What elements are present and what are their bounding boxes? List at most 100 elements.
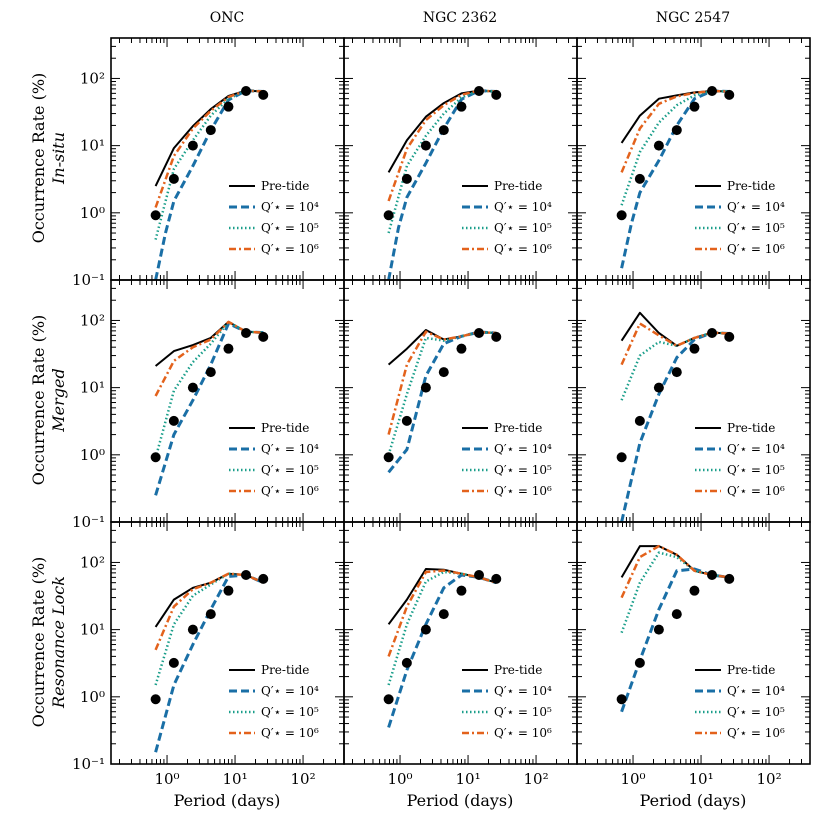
observed-point — [491, 331, 502, 342]
series-q6-line — [154, 89, 264, 208]
y-tick-label: 10² — [80, 311, 105, 329]
observed-point — [438, 609, 449, 620]
observed-point — [241, 328, 252, 339]
observed-point — [168, 657, 179, 668]
observed-point — [653, 624, 664, 635]
y-tick-label: 10⁰ — [80, 204, 105, 222]
observed-point — [420, 382, 431, 393]
panel-series — [616, 86, 735, 269]
series-q6-line — [620, 89, 730, 173]
panel-r2-c0: 10⁻¹ 10⁰ 10¹ 10² 10⁰ 10¹ 10² Pre-tide Q′⋆ = 10⁴ Q… — [72, 521, 345, 788]
legend-label-q6: Q′⋆ = 10⁶ — [494, 726, 552, 740]
x-tick-label: 10² — [523, 770, 548, 788]
series-q5-line — [620, 551, 730, 634]
observed-point — [634, 415, 645, 426]
observed-point — [258, 573, 269, 584]
legend-label-pretide: Pre-tide — [261, 421, 309, 435]
observed-point — [205, 609, 216, 620]
x-axis-label-ngc2362: Period (days) — [407, 791, 514, 810]
panel-series — [150, 86, 269, 280]
legend-label-q6: Q′⋆ = 10⁶ — [261, 484, 319, 498]
observed-point — [724, 89, 735, 100]
x-axis-label-onc: Period (days) — [174, 791, 281, 810]
panel-series — [150, 320, 269, 496]
panel-frame — [576, 521, 811, 765]
panel-series — [383, 328, 502, 474]
observed-point — [456, 585, 467, 596]
series-q5-line — [620, 331, 730, 401]
legend-label-q5: Q′⋆ = 10⁵ — [494, 705, 552, 719]
observed-point — [474, 328, 485, 339]
x-tick-label: 10⁰ — [154, 770, 179, 788]
legend-label-q4: Q′⋆ = 10⁴ — [727, 442, 785, 456]
panel-series — [150, 570, 269, 753]
observed-point — [383, 210, 394, 221]
observed-point — [634, 173, 645, 184]
series-q4-line — [154, 89, 264, 280]
panel-series — [616, 544, 735, 713]
legend-label-q5: Q′⋆ = 10⁵ — [261, 221, 319, 235]
observed-point — [258, 89, 269, 100]
panel-r1-c0: 10⁻¹ 10⁰ 10¹ 10² Pre-tide Q′⋆ = 10⁴ Q′⋆ = 10⁵ Q… — [72, 279, 345, 531]
y-tick-label: 10² — [80, 69, 105, 87]
observed-point — [689, 101, 700, 112]
series-q5-line — [154, 572, 264, 686]
legend-label-q4: Q′⋆ = 10⁴ — [494, 442, 552, 456]
y-tick-label: 10² — [80, 553, 105, 571]
legend-label-q5: Q′⋆ = 10⁵ — [494, 463, 552, 477]
observed-point — [724, 331, 735, 342]
x-tick-label: 10⁰ — [387, 770, 412, 788]
legend-label-q4: Q′⋆ = 10⁴ — [494, 684, 552, 698]
observed-point — [491, 89, 502, 100]
x-tick-label: 10¹ — [222, 770, 247, 788]
y-tick-label: 10¹ — [80, 137, 105, 155]
observed-point — [707, 86, 718, 97]
observed-point — [671, 125, 682, 136]
row-labels: Occurrence Rate (%) In-situ Occurrence R… — [29, 73, 68, 728]
observed-point — [150, 210, 161, 221]
panel-r2-c2: 10⁰ 10¹ 10² Pre-tide Q′⋆ = 10⁴ Q′⋆ = 10⁵ Q′⋆ =… — [576, 521, 811, 788]
legend-label-q6: Q′⋆ = 10⁶ — [727, 484, 785, 498]
legend-label-q4: Q′⋆ = 10⁴ — [261, 684, 319, 698]
observed-point — [383, 694, 394, 705]
panel-series — [383, 86, 502, 280]
observed-point — [383, 452, 394, 463]
x-axis-labels: Period (days) Period (days) Period (days… — [174, 791, 747, 810]
observed-point — [187, 624, 198, 635]
observed-point — [187, 382, 198, 393]
legend-label-q5: Q′⋆ = 10⁵ — [261, 463, 319, 477]
series-q4-line — [387, 330, 497, 474]
series-q6-line — [154, 572, 264, 651]
row-sublabel-merged: Merged — [49, 368, 68, 432]
legend-label-pretide: Pre-tide — [494, 663, 542, 677]
series-q6-line — [620, 544, 730, 599]
observed-point — [653, 382, 664, 393]
panel-r0-c1: Pre-tide Q′⋆ = 10⁴ Q′⋆ = 10⁵ Q′⋆ = 10⁶ — [343, 37, 578, 281]
series-q4-line — [154, 322, 264, 496]
y-tick-label: 10⁰ — [80, 446, 105, 464]
x-tick-label: 10² — [290, 770, 315, 788]
observed-point — [168, 173, 179, 184]
panel-series — [383, 568, 502, 728]
observed-point — [401, 415, 412, 426]
observed-point — [168, 415, 179, 426]
legend-label-q5: Q′⋆ = 10⁵ — [261, 705, 319, 719]
observed-point — [616, 210, 627, 221]
observed-point — [689, 585, 700, 596]
observed-point — [707, 328, 718, 339]
y-tick-label: 10⁻¹ — [72, 755, 105, 773]
row-sublabel-resonance-lock: Resonance Lock — [49, 576, 68, 709]
observed-point — [223, 101, 234, 112]
observed-point — [241, 570, 252, 581]
legend-label-q6: Q′⋆ = 10⁶ — [727, 726, 785, 740]
panel-r1-c2: Pre-tide Q′⋆ = 10⁴ Q′⋆ = 10⁵ Q′⋆ = 10⁶ — [576, 279, 811, 523]
observed-point — [438, 367, 449, 378]
legend-label-q6: Q′⋆ = 10⁶ — [494, 242, 552, 256]
observed-point — [205, 367, 216, 378]
x-tick-label: 10¹ — [688, 770, 713, 788]
panel-r0-c2: Pre-tide Q′⋆ = 10⁴ Q′⋆ = 10⁵ Q′⋆ = 10⁶ — [576, 37, 811, 281]
series-q5-line — [154, 89, 264, 240]
panels: 10⁻¹ 10⁰ 10¹ 10² Pre-tide Q′⋆ = 10⁴ Q′⋆ = 10⁵ Q… — [72, 37, 811, 788]
legend-label-q4: Q′⋆ = 10⁴ — [261, 200, 319, 214]
legend-label-pretide: Pre-tide — [494, 179, 542, 193]
